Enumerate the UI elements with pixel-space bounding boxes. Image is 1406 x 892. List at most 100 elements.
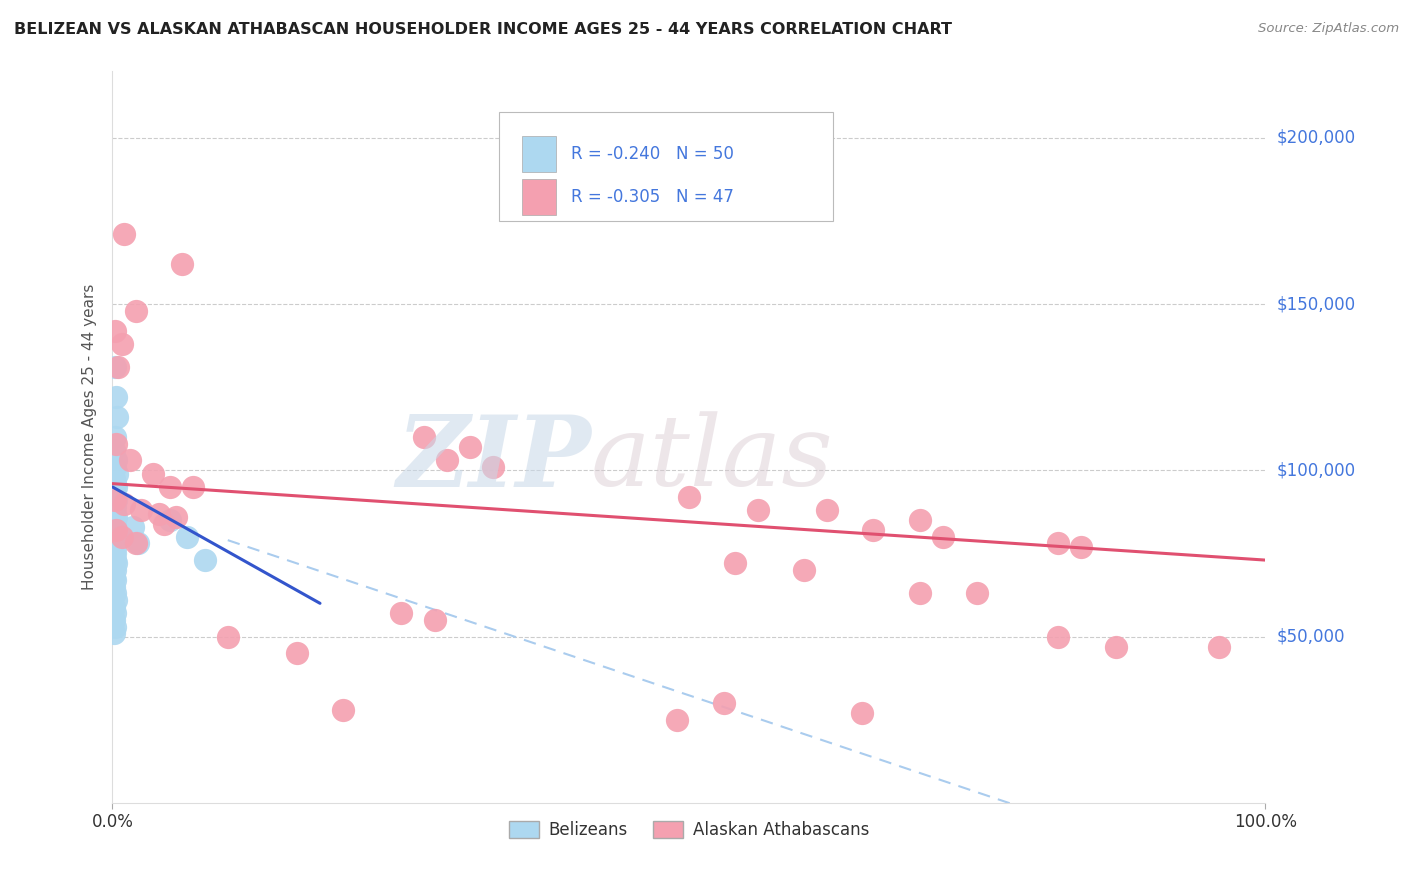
Point [332,703,354,717]
Point [713,696,735,710]
Point [107,360,129,375]
Point [104,563,127,577]
Text: ZIP: ZIP [396,411,591,508]
Point [103,559,125,574]
Point [458,440,481,454]
Point [436,453,458,467]
Point [181,480,204,494]
Point [103,497,125,511]
Point [159,480,181,494]
Point [112,227,135,242]
Point [104,523,127,537]
Point [103,485,125,500]
Point [104,546,127,560]
Point [931,530,953,544]
Point [103,513,125,527]
Point [389,607,412,621]
Point [908,513,931,527]
Legend: Belizeans, Alaskan Athabascans: Belizeans, Alaskan Athabascans [502,814,876,846]
Point [129,503,153,517]
Point [142,467,165,481]
Point [104,360,127,375]
Point [104,619,127,633]
Point [105,410,128,425]
Point [112,497,135,511]
Point [103,536,125,550]
Point [104,476,127,491]
Point [104,540,127,554]
Point [194,553,217,567]
Point [104,493,127,508]
FancyBboxPatch shape [522,136,557,172]
Point [104,390,127,404]
Point [153,516,176,531]
Point [966,586,988,600]
Y-axis label: Householder Income Ages 25 - 44 years: Householder Income Ages 25 - 44 years [82,284,97,591]
Text: $200,000: $200,000 [1277,128,1355,147]
Point [148,507,170,521]
Point [678,490,700,504]
Point [104,480,127,494]
Point [747,503,769,517]
Text: $50,000: $50,000 [1277,628,1346,646]
Point [124,536,146,550]
Point [103,549,125,564]
FancyBboxPatch shape [499,112,832,221]
Point [724,557,747,571]
Point [104,593,127,607]
Point [104,324,127,338]
Point [425,613,447,627]
Point [862,523,884,537]
Point [103,613,125,627]
Point [105,467,128,481]
Point [217,630,239,644]
Point [103,530,125,544]
Point [103,520,125,534]
Point [104,507,127,521]
Point [104,509,127,524]
Point [104,607,127,621]
Point [793,563,815,577]
Text: R = -0.240   N = 50: R = -0.240 N = 50 [571,145,734,163]
Point [103,472,125,486]
Point [104,557,127,571]
Point [815,503,838,517]
Point [908,586,931,600]
Point [104,436,127,450]
Point [111,337,134,351]
Point [285,646,308,660]
Text: BELIZEAN VS ALASKAN ATHABASCAN HOUSEHOLDER INCOME AGES 25 - 44 YEARS CORRELATION: BELIZEAN VS ALASKAN ATHABASCAN HOUSEHOLD… [14,22,952,37]
Point [118,453,141,467]
Point [1104,640,1126,654]
Text: $100,000: $100,000 [1277,461,1355,479]
Point [104,493,127,508]
Point [124,303,146,318]
Point [104,516,127,531]
Text: Source: ZipAtlas.com: Source: ZipAtlas.com [1258,22,1399,36]
Point [165,509,187,524]
Point [170,257,193,271]
Point [103,543,125,558]
Point [104,573,127,587]
Point [104,586,127,600]
Point [104,533,127,548]
Point [122,520,145,534]
Point [103,580,125,594]
Point [1208,640,1230,654]
Point [104,453,127,467]
Point [111,530,134,544]
Point [1070,540,1092,554]
Point [127,536,149,550]
FancyBboxPatch shape [522,179,557,216]
Point [159,513,181,527]
Text: $150,000: $150,000 [1277,295,1355,313]
Point [412,430,434,444]
Point [104,460,127,475]
Text: atlas: atlas [591,411,834,507]
Point [103,503,125,517]
Point [666,713,689,727]
Point [103,570,125,584]
Point [103,443,125,458]
Point [103,626,125,640]
Point [103,599,125,614]
